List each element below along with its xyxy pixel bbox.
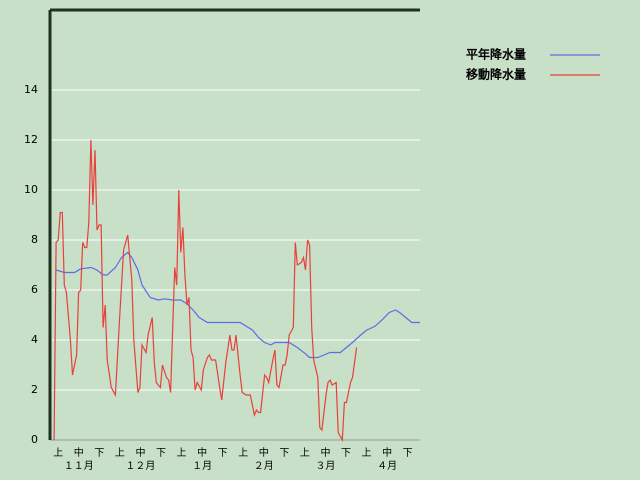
month-label: ３月 [315, 460, 335, 472]
x-tick-label: 上 [53, 447, 63, 459]
x-tick-label: 上 [300, 447, 310, 459]
x-tick-label: 中 [197, 446, 207, 459]
month-label: １月 [192, 460, 212, 472]
legend-label: 平年降水量 [466, 47, 526, 62]
x-tick-label: 中 [74, 446, 84, 459]
month-label: ４月 [377, 460, 397, 472]
y-tick-label: 6 [31, 283, 38, 296]
x-tick-label: 上 [238, 447, 248, 459]
y-tick-label: 0 [31, 433, 38, 446]
series-line [55, 251, 420, 359]
y-tick-label: 10 [24, 183, 38, 196]
y-tick-label: 14 [24, 83, 38, 96]
month-label: １２月 [125, 460, 155, 472]
x-tick-label: 下 [218, 448, 228, 459]
x-tick-label: 中 [259, 446, 269, 459]
y-tick-label: 12 [24, 133, 38, 146]
x-tick-label: 下 [279, 448, 289, 459]
x-tick-label: 中 [135, 446, 145, 459]
month-label: １１月 [64, 460, 94, 472]
x-tick-label: 中 [320, 446, 330, 459]
x-tick-label: 中 [382, 446, 392, 459]
x-tick-label: 上 [177, 447, 187, 459]
x-tick-label: 下 [403, 448, 413, 459]
x-tick-label: 下 [94, 448, 104, 459]
x-tick-label: 下 [341, 448, 351, 459]
x-tick-label: 上 [362, 447, 372, 459]
month-label: ２月 [254, 460, 274, 472]
x-tick-label: 下 [156, 448, 166, 459]
series-line [53, 139, 358, 443]
y-tick-label: 8 [31, 233, 38, 246]
legend-label: 移動降水量 [466, 67, 526, 82]
y-tick-label: 2 [31, 383, 38, 396]
x-tick-label: 上 [115, 447, 125, 459]
y-tick-label: 4 [31, 333, 38, 346]
